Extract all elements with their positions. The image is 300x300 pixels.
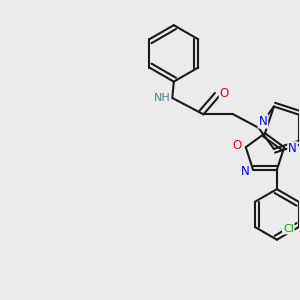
Text: N: N xyxy=(240,165,249,178)
Text: N: N xyxy=(259,115,267,128)
Text: NH: NH xyxy=(154,93,170,103)
Text: Cl: Cl xyxy=(283,224,294,233)
Text: O: O xyxy=(220,87,229,100)
Text: N: N xyxy=(288,142,297,155)
Text: O: O xyxy=(233,139,242,152)
